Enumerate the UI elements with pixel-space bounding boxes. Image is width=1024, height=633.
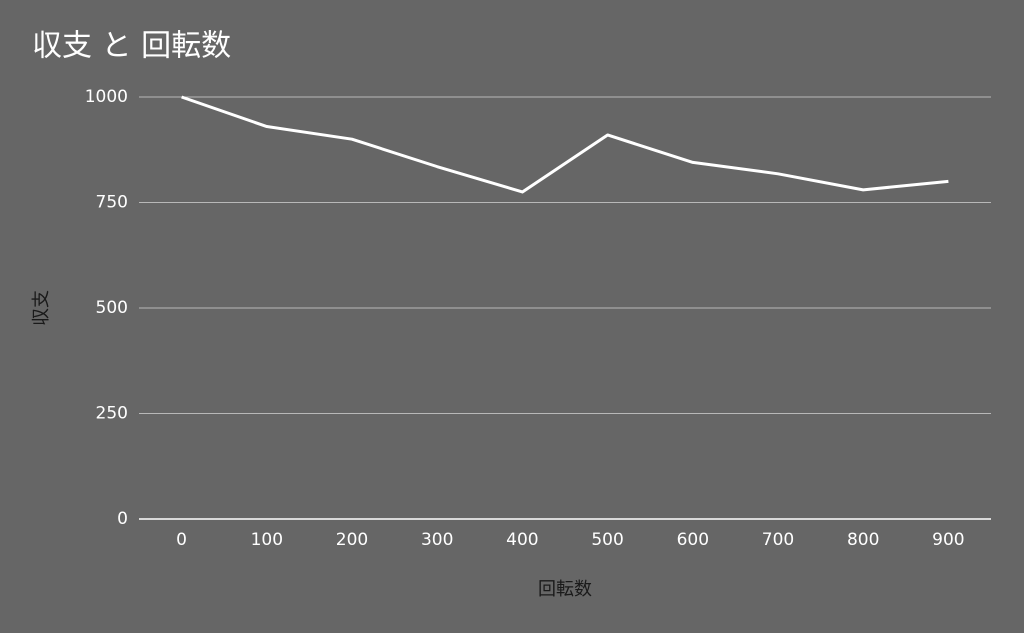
x-tick-label: 0 xyxy=(176,530,187,550)
chart-title: 収支 と 回転数 xyxy=(32,29,231,64)
x-tick-label: 400 xyxy=(506,530,538,550)
line xyxy=(181,95,949,194)
x-tick-label: 100 xyxy=(251,530,283,550)
y-tick-label: 750 xyxy=(96,193,128,213)
y-tick-label: 500 xyxy=(96,298,128,318)
x-axis-title: 回転数 xyxy=(538,579,592,600)
y-axis-title: 収支 xyxy=(31,290,52,326)
x-tick-label: 900 xyxy=(932,530,964,550)
x-tick-label: 700 xyxy=(762,530,794,550)
y-tick-label: 250 xyxy=(96,404,128,424)
x-tick-label: 800 xyxy=(847,530,879,550)
x-tick-label: 300 xyxy=(421,530,453,550)
y-tick-label: 0 xyxy=(117,509,128,529)
y-tick-label: 1000 xyxy=(85,87,128,107)
x-tick-label: 600 xyxy=(677,530,709,550)
x-tick-label: 500 xyxy=(591,530,623,550)
x-tick-label: 200 xyxy=(336,530,368,550)
